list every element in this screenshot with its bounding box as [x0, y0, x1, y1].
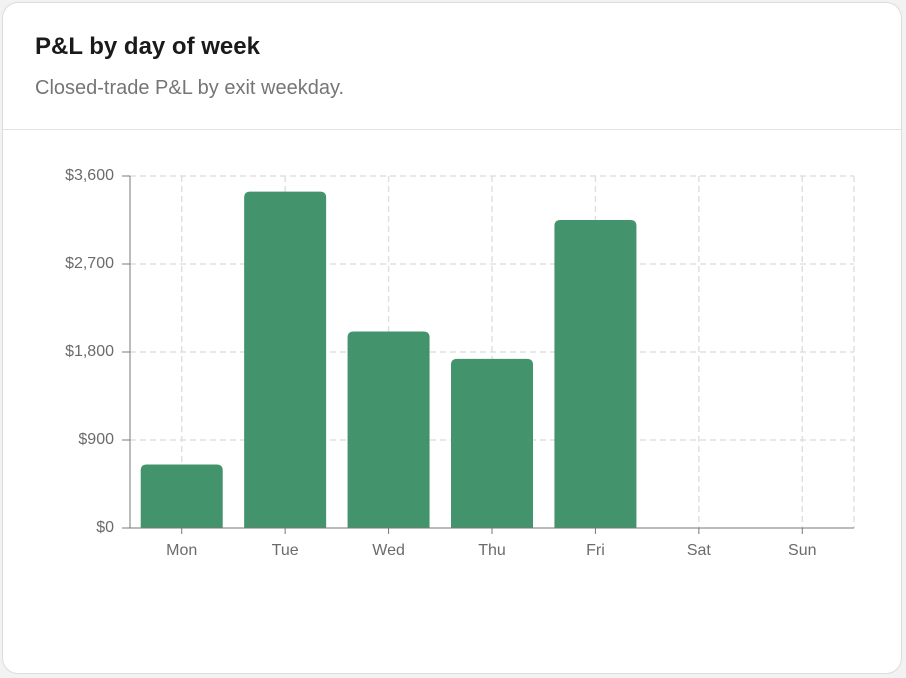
bar: [451, 358, 533, 528]
chart-title: P&L by day of week: [35, 33, 260, 60]
y-tick-label: $900: [78, 431, 114, 448]
y-tick-label: $3,600: [65, 167, 114, 184]
x-tick-label: Tue: [272, 542, 299, 559]
y-tick-label: $1,800: [65, 343, 114, 360]
bar: [347, 331, 430, 528]
y-tick-label: $0: [96, 519, 114, 536]
x-tick-label: Sat: [687, 542, 712, 559]
x-tick-label: Thu: [478, 542, 506, 559]
x-tick-label: Sun: [788, 542, 816, 559]
chart-subtitle: Closed-trade P&L by exit weekday.: [35, 77, 345, 99]
x-tick-label: Fri: [586, 542, 605, 559]
x-tick-label: Mon: [166, 542, 197, 559]
bar: [244, 191, 327, 528]
bar: [554, 220, 637, 528]
y-tick-label: $2,700: [65, 255, 114, 272]
card-header: P&L by day of week Closed-trade P&L by e…: [3, 3, 901, 130]
bar: [140, 464, 223, 528]
x-tick-label: Wed: [372, 542, 405, 559]
